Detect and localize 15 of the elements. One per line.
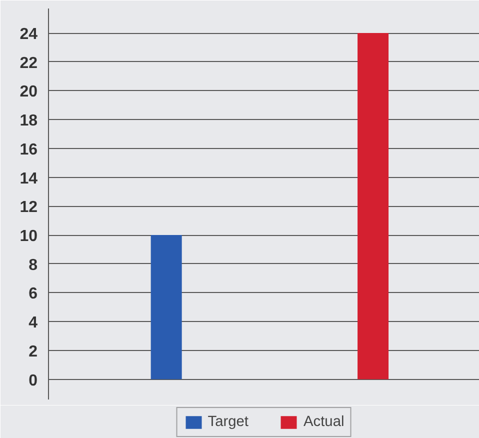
y-tick-label: 6 bbox=[28, 286, 38, 303]
y-tick-label: 4 bbox=[28, 314, 38, 332]
y-tick-label: 24 bbox=[20, 26, 38, 44]
y-tick-label: 8 bbox=[28, 256, 38, 274]
y-tick-label: 10 bbox=[20, 228, 38, 246]
y-tick-label: 14 bbox=[20, 170, 38, 188]
y-tick-label: 2 bbox=[28, 343, 38, 360]
y-tick-label: 18 bbox=[20, 112, 38, 130]
y-tick-label: 0 bbox=[28, 372, 38, 390]
legend-label: Actual bbox=[304, 414, 344, 430]
y-tick-label: 22 bbox=[20, 54, 38, 72]
legend-label: Target bbox=[208, 414, 248, 430]
y-tick-label: 12 bbox=[20, 199, 38, 216]
y-tick-label: 20 bbox=[20, 84, 38, 101]
y-tick-label: 16 bbox=[20, 141, 38, 158]
